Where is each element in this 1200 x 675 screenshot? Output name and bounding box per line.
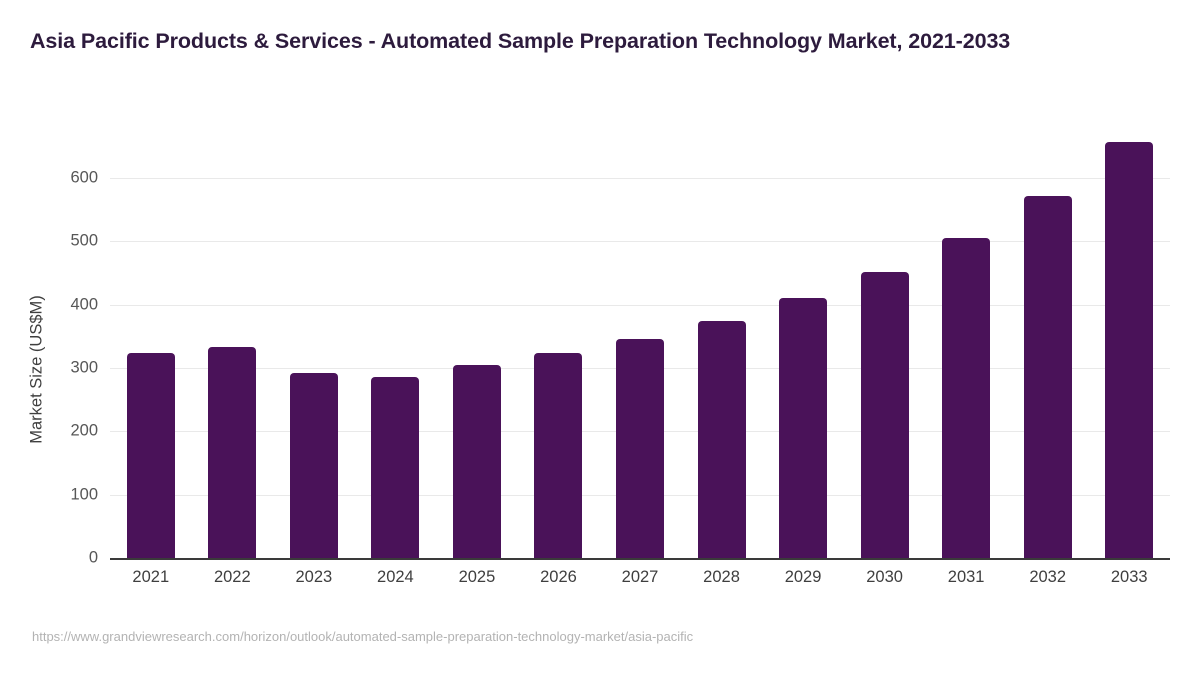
y-axis-tick-label: 200 (70, 421, 98, 440)
x-axis-tick-labels: 2021 2022 2023 2024 2025 2026 2027 2028 2029 2030… (110, 568, 1170, 598)
x-axis-tick-label: 2022 (213, 568, 251, 586)
gridline (110, 178, 1170, 179)
bar[interactable] (1023, 196, 1072, 558)
x-axis-tick-label: 2028 (703, 568, 740, 586)
x-axis-tick-label: 2029 (784, 568, 822, 586)
x-axis-tick-label: 2027 (621, 568, 659, 586)
bar[interactable] (208, 347, 257, 558)
x-axis-tick-label: 2032 (1029, 568, 1067, 586)
bar[interactable] (860, 271, 909, 558)
bar[interactable] (616, 338, 664, 558)
y-axis-title: Market Size (US$M) (27, 295, 46, 444)
x-axis-tick-label: 2021 (132, 568, 170, 586)
x-axis-tick-label: 2025 (458, 568, 496, 586)
bar[interactable] (534, 353, 583, 558)
page-title: Asia Pacific Products & Services - Autom… (30, 29, 1011, 53)
y-axis-tick-label: 600 (70, 168, 98, 187)
y-axis-tick-label: 400 (70, 295, 98, 314)
bar[interactable] (289, 373, 338, 558)
y-axis-tick-label: 300 (70, 358, 98, 377)
bar[interactable] (126, 353, 175, 558)
bar[interactable] (942, 238, 991, 558)
bar[interactable] (452, 365, 501, 558)
y-axis-tick-label: 100 (70, 485, 98, 504)
x-axis-tick-label: 2031 (947, 568, 985, 586)
x-axis-tick-label: 2026 (540, 568, 577, 586)
source-url-label: https://www.grandviewresearch.com/horizo… (32, 629, 694, 644)
y-axis-tick-label: 0 (88, 548, 98, 567)
bar[interactable] (779, 298, 828, 558)
y-axis-tick-labels: 0 100 200 300 400 500 600 (18, 0, 98, 675)
x-axis-tick-label: 2023 (295, 568, 333, 586)
bar[interactable] (371, 376, 420, 558)
x-axis-tick-label: 2024 (377, 568, 414, 586)
y-axis-tick-label: 500 (70, 231, 98, 250)
bar[interactable] (1105, 141, 1154, 558)
x-axis-tick-label: 2033 (1110, 568, 1148, 586)
gridline (110, 304, 1170, 306)
bar[interactable] (697, 320, 746, 558)
x-axis-tick-label: 2030 (866, 568, 903, 586)
gridline (110, 241, 1170, 243)
plot-area (110, 141, 1170, 558)
x-axis-line (110, 558, 1170, 560)
